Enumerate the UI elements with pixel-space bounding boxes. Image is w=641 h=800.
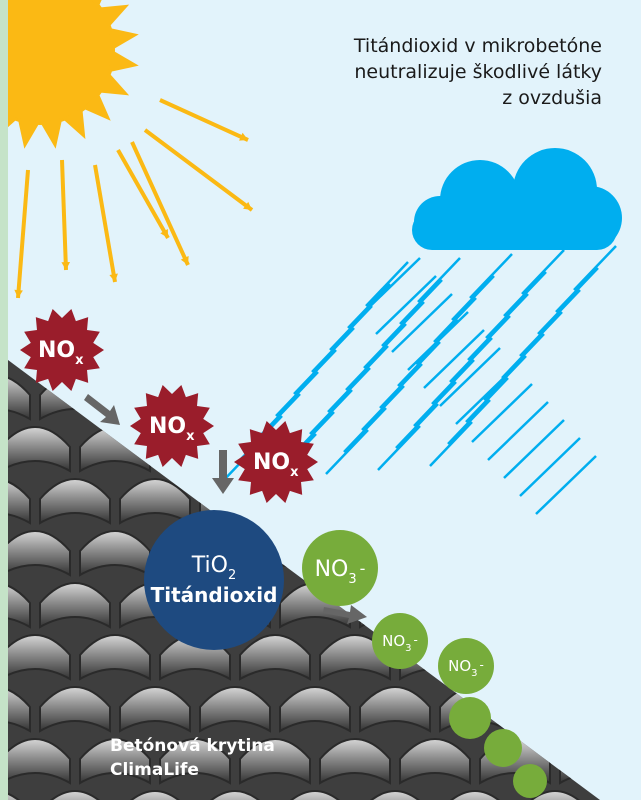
svg-text:Titándioxid: Titándioxid — [151, 583, 278, 607]
nitrate-molecule-3: NO3- — [438, 638, 494, 694]
nitrate-molecule-1: NO3- — [302, 530, 378, 606]
svg-text:z ovzdušia: z ovzdušia — [502, 87, 602, 109]
svg-text:ClimaLife: ClimaLife — [110, 760, 199, 780]
tio2-catalyst: TiO2 Titándioxid — [144, 510, 284, 650]
svg-text:Titándioxid v mikrobetóne: Titándioxid v mikrobetóne — [353, 35, 602, 57]
svg-text:neutralizuje škodlivé látky: neutralizuje škodlivé látky — [354, 61, 602, 83]
svg-text:Betónová krytina: Betónová krytina — [110, 736, 275, 756]
nitrate-molecule-2: NO3- — [372, 613, 428, 669]
